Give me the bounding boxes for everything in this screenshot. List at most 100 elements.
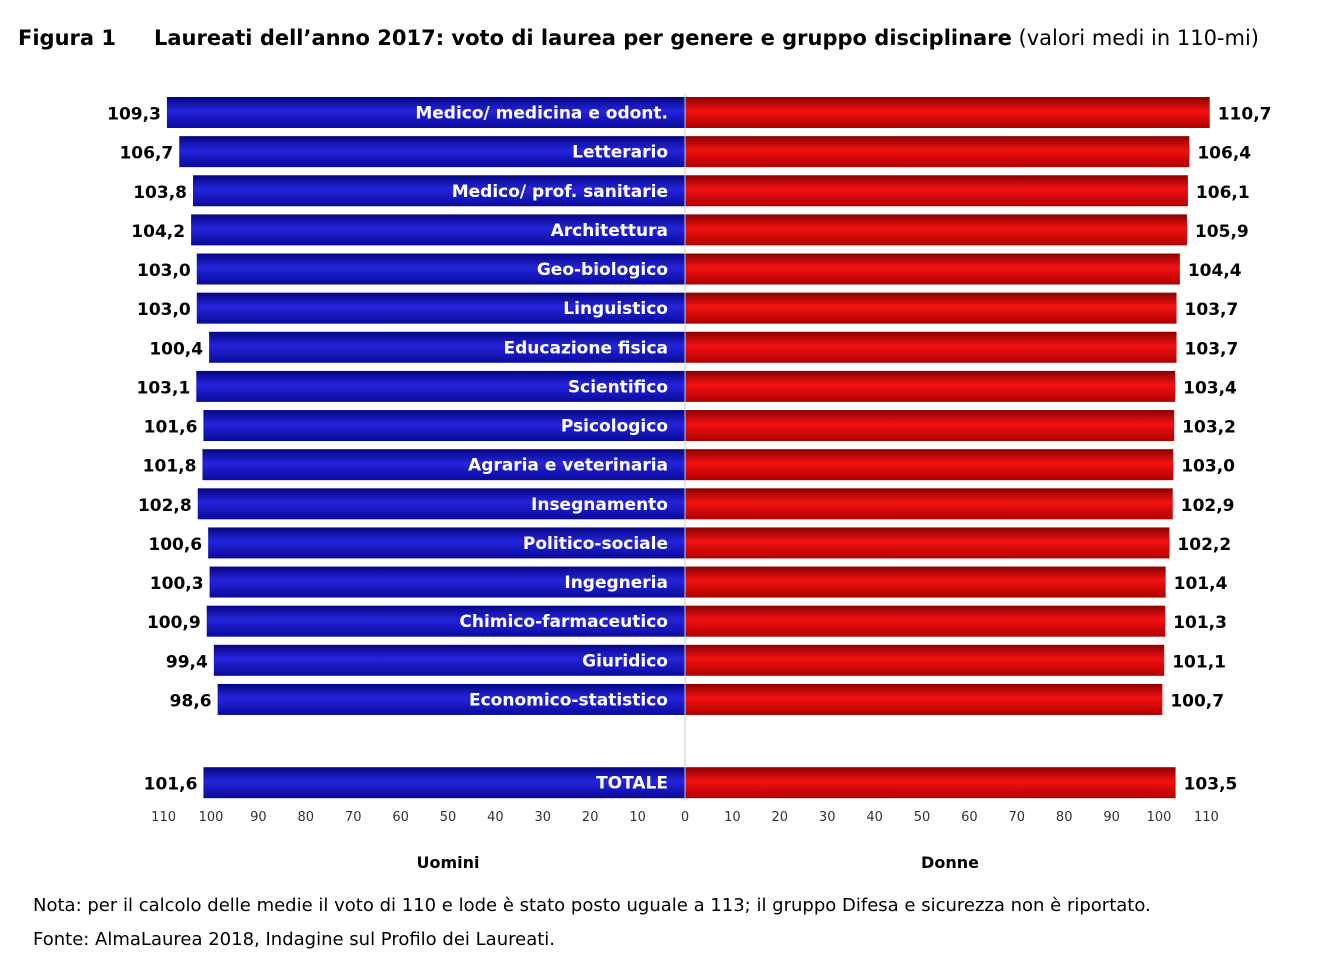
category-label: TOTALE — [596, 774, 668, 794]
data-label-donne: 106,1 — [1196, 183, 1250, 203]
bar-uomini — [192, 175, 685, 207]
x-tick-right: 100 — [1147, 810, 1172, 825]
bar-uomini — [196, 370, 685, 402]
category-label: Politico-sociale — [523, 534, 668, 554]
category-label: Economico-statistico — [469, 690, 668, 710]
bar-donne — [685, 175, 1188, 207]
data-label-uomini: 101,8 — [143, 457, 197, 477]
x-tick-left: 50 — [440, 810, 457, 825]
x-tick-right: 60 — [961, 810, 978, 825]
data-label-uomini: 103,0 — [137, 300, 191, 320]
x-tick-left: 110 — [151, 810, 176, 825]
bar-uomini — [202, 449, 685, 481]
data-label-uomini: 103,0 — [137, 261, 191, 281]
bar-donne — [685, 253, 1180, 285]
x-tick-right: 80 — [1056, 810, 1073, 825]
x-tick-left: 70 — [345, 810, 362, 825]
bar-uomini — [196, 292, 685, 324]
category-label: Letterario — [572, 143, 668, 163]
bar-uomini — [203, 767, 685, 799]
data-label-uomini: 100,4 — [149, 339, 203, 359]
bar-uomini — [203, 410, 685, 442]
bar-uomini — [166, 97, 686, 128]
data-label-uomini: 101,6 — [144, 775, 198, 795]
data-label-uomini: 104,2 — [131, 222, 185, 242]
bar-donne — [685, 292, 1177, 324]
bar-donne — [685, 136, 1190, 168]
data-label-donne: 103,2 — [1182, 418, 1236, 438]
category-label: Scientifico — [568, 377, 668, 397]
data-label-uomini: 99,4 — [166, 652, 208, 672]
figure-main-title: Laureati dell’anno 2017: voto di laurea … — [154, 26, 1012, 50]
diverging-bar-chart: Medico/ medicina e odont. 109,3 110,7 Lette… — [107, 93, 1271, 872]
x-tick-right: 70 — [1009, 810, 1026, 825]
note-text: Nota: per il calcolo delle medie il voto… — [33, 895, 1151, 916]
bar-donne — [685, 527, 1170, 559]
data-label-uomini: 100,3 — [150, 574, 204, 594]
category-label: Medico/ medicina e odont. — [415, 104, 668, 124]
bar-donne — [685, 410, 1175, 442]
data-label-donne: 103,7 — [1185, 300, 1239, 320]
data-label-donne: 101,4 — [1174, 574, 1228, 594]
data-label-donne: 102,2 — [1177, 535, 1231, 555]
x-tick-right: 90 — [1103, 810, 1120, 825]
bar-donne — [685, 214, 1187, 246]
bar-donne — [685, 331, 1177, 363]
x-tick-left: 40 — [487, 810, 504, 825]
axis-label-uomini: Uomini — [416, 853, 479, 872]
bar-uomini — [213, 644, 685, 676]
data-label-donne: 103,0 — [1181, 457, 1235, 477]
data-label-uomini: 100,6 — [148, 535, 202, 555]
category-label: Educazione fisica — [504, 338, 668, 358]
bar-uomini — [206, 605, 685, 637]
bar-uomini — [209, 331, 685, 363]
data-label-donne: 106,4 — [1197, 144, 1251, 164]
bar-uomini — [208, 527, 685, 559]
category-label: Medico/ prof. sanitarie — [452, 182, 668, 202]
category-label: Agraria e veterinaria — [468, 456, 668, 476]
data-label-donne: 102,9 — [1181, 496, 1235, 516]
category-label: Giuridico — [582, 651, 668, 671]
bar-uomini — [196, 253, 685, 285]
bar-donne — [685, 605, 1166, 637]
figure-subtitle: (valori medi in 110-mi) — [1018, 26, 1260, 50]
x-tick-left: 30 — [535, 810, 552, 825]
x-tick-left: 90 — [250, 810, 267, 825]
x-tick-left: 60 — [392, 810, 409, 825]
bar-donne — [685, 767, 1176, 799]
bar-donne — [685, 97, 1210, 128]
bar-donne — [685, 449, 1174, 481]
x-tick-right: 40 — [866, 810, 883, 825]
x-tick-right: 110 — [1194, 810, 1219, 825]
data-label-uomini: 100,9 — [147, 613, 201, 633]
data-label-uomini: 101,6 — [144, 418, 198, 438]
category-label: Linguistico — [563, 299, 668, 319]
bar-uomini — [209, 566, 685, 598]
bar-uomini — [179, 136, 685, 168]
x-tick-left: 0 — [681, 810, 689, 825]
bar-donne — [685, 644, 1165, 676]
bar-donne — [685, 370, 1176, 402]
data-label-donne: 100,7 — [1170, 691, 1224, 711]
x-tick-left: 100 — [199, 810, 224, 825]
data-label-donne: 101,3 — [1173, 613, 1227, 633]
x-tick-right: 20 — [772, 810, 789, 825]
bar-donne — [685, 683, 1163, 715]
bar-uomini — [191, 214, 686, 246]
data-label-donne: 103,7 — [1185, 339, 1239, 359]
x-tick-right: 10 — [724, 810, 741, 825]
category-label: Psicologico — [561, 417, 668, 437]
x-tick-left: 20 — [582, 810, 599, 825]
bar-donne — [685, 566, 1166, 598]
category-label: Insegnamento — [531, 495, 668, 515]
data-label-uomini: 109,3 — [107, 105, 161, 125]
x-tick-left: 10 — [629, 810, 646, 825]
x-tick-left: 80 — [298, 810, 315, 825]
bar-donne — [685, 488, 1173, 520]
data-label-donne: 103,5 — [1184, 775, 1238, 795]
source-text: Fonte: AlmaLaurea 2018, Indagine sul Pro… — [33, 929, 555, 950]
data-label-donne: 104,4 — [1188, 261, 1242, 281]
bar-uomini — [197, 488, 685, 520]
bar-uomini — [217, 683, 686, 715]
figure-title: Figura 1 Laureati dell’anno 2017: voto di… — [18, 26, 1259, 50]
